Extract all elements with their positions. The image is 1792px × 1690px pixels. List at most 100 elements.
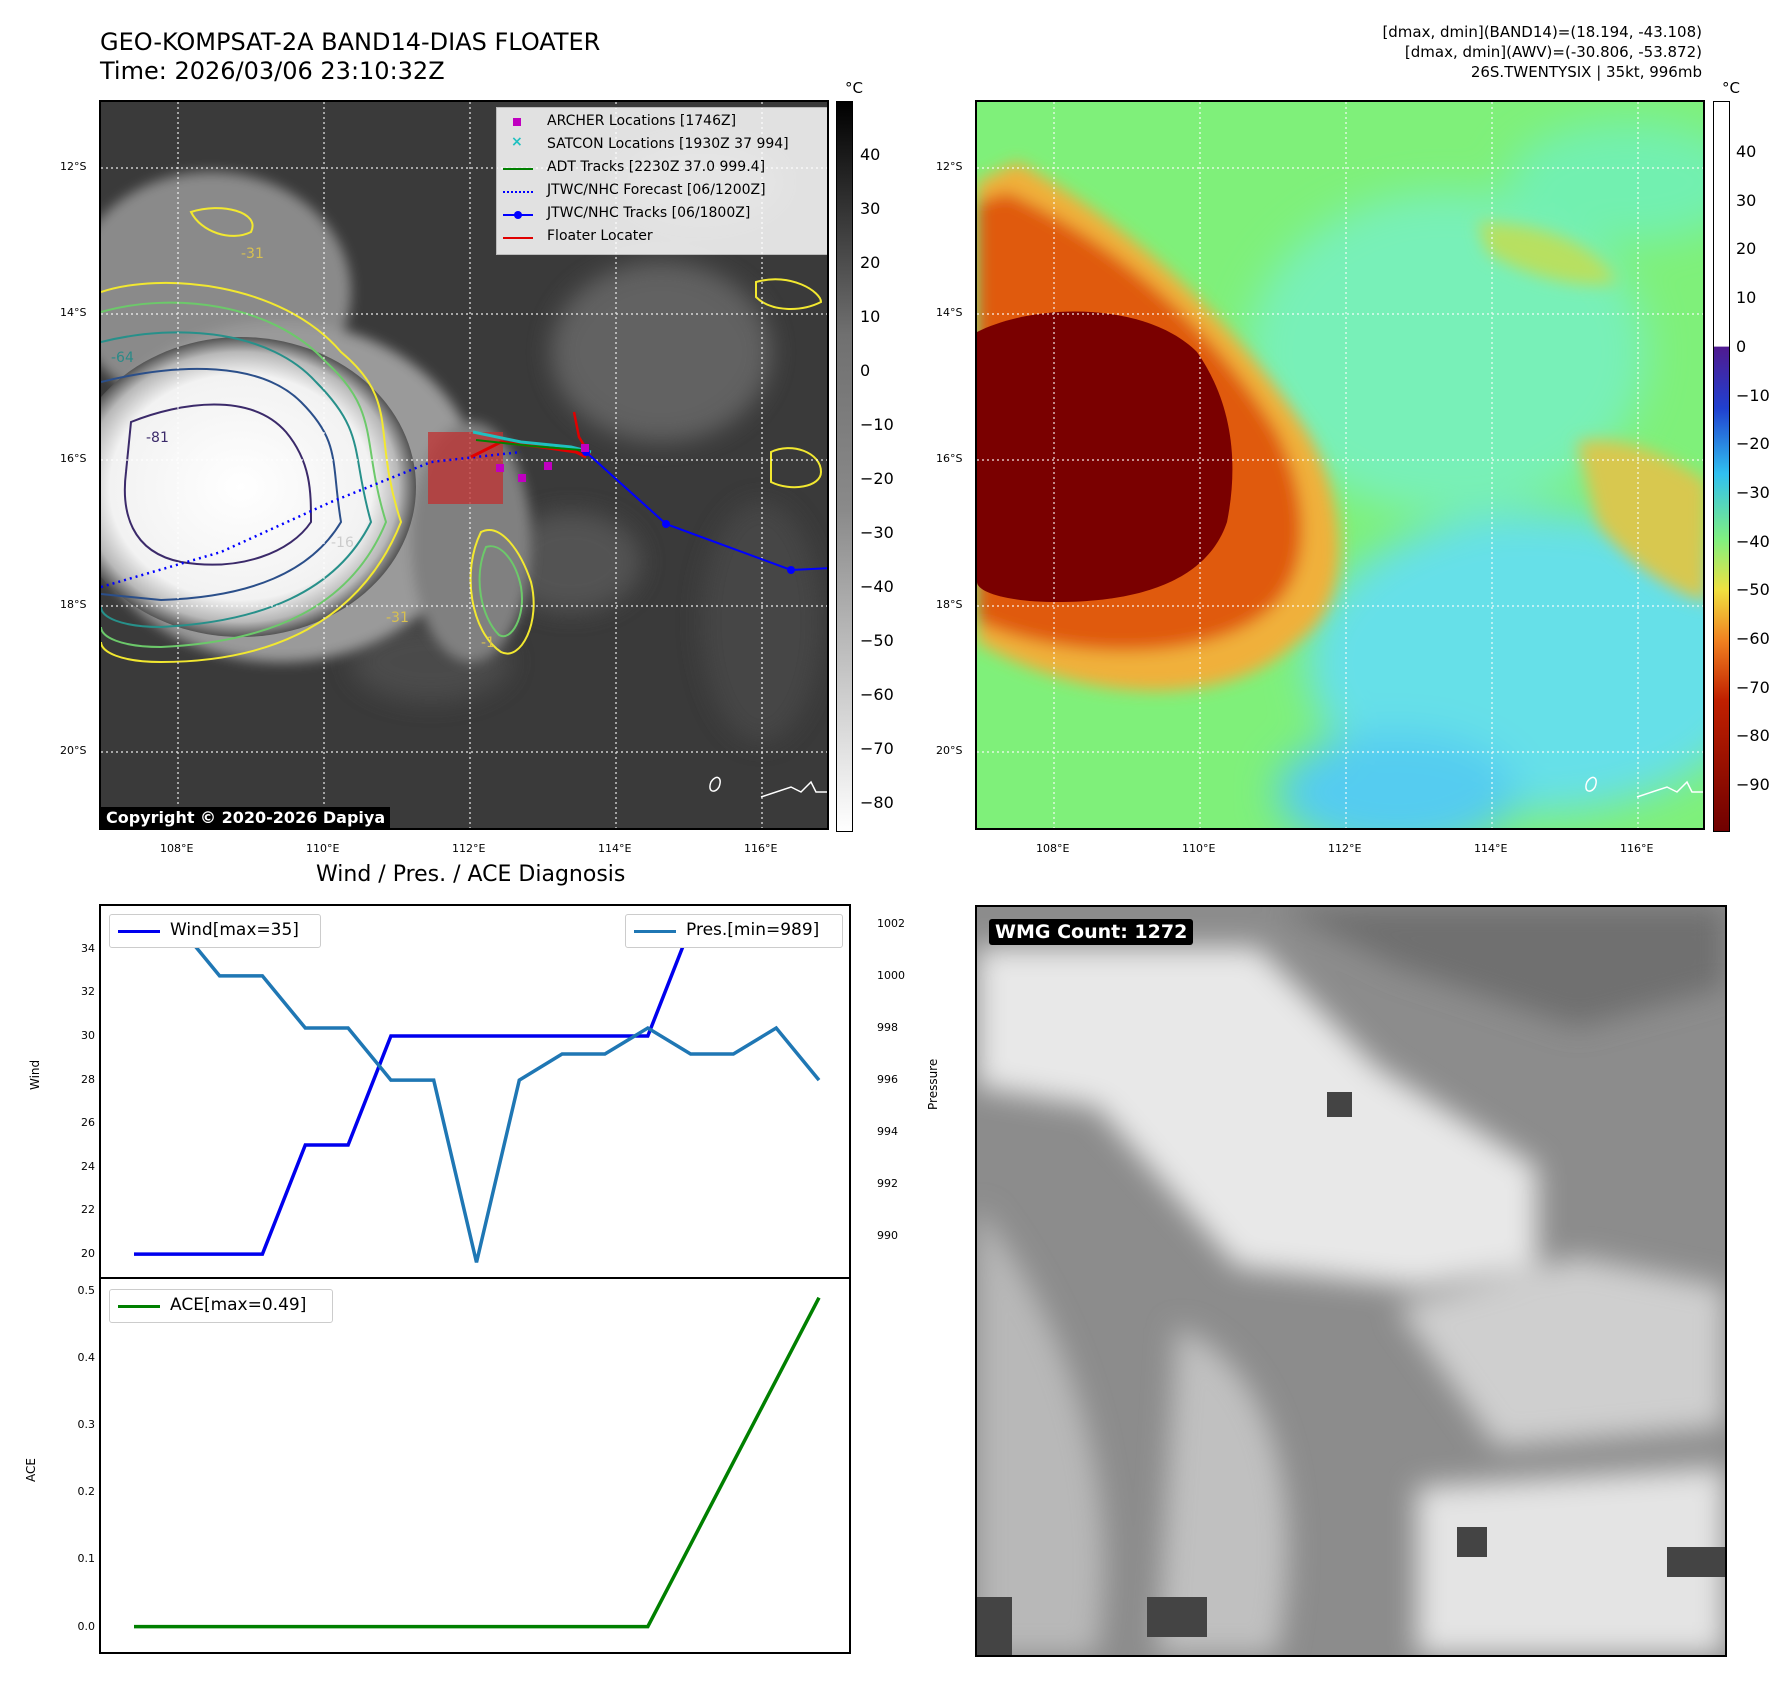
legend-label-tracks: JTWC/NHC Tracks [06/1800Z]: [547, 205, 751, 221]
copyright-badge: Copyright © 2020-2026 Dapiya: [101, 807, 391, 828]
lat-label-20s: 20°S: [60, 744, 87, 757]
x-marker-icon: ×: [511, 134, 523, 150]
y-tick-label: 0.4: [77, 1351, 96, 1365]
colorbar-tick-label: 30: [1736, 190, 1757, 210]
map-legend: ARCHER Locations [1746Z] × SATCON Locati…: [496, 107, 827, 255]
colorbar-left-unit: °C: [845, 79, 863, 97]
y-tick-label: 28: [81, 1072, 95, 1086]
ace-legend: ACE[max=0.49]: [109, 1289, 333, 1323]
colorbar-tick-label: −40: [1736, 531, 1770, 551]
colorbar-tick-label: −90: [1736, 775, 1770, 795]
line-marker-icon: [503, 168, 533, 170]
rlat-label-20s: 20°S: [936, 744, 963, 757]
ace-legend-line-icon: [118, 1305, 160, 1308]
square-marker-icon: [513, 118, 521, 126]
colorbar-tick-label: −80: [860, 793, 894, 812]
y-tick-label: 1002: [877, 916, 905, 930]
pres-legend-line-icon: [634, 930, 676, 933]
wind-legend-line-icon: [118, 930, 160, 933]
y-tick-label: 0.3: [77, 1418, 96, 1432]
contour-label-6: -1: [481, 635, 495, 651]
lon-label-114e: 114°E: [598, 842, 632, 855]
rlon-label-116e: 116°E: [1620, 842, 1654, 855]
colorbar-tick-label: −80: [1736, 726, 1770, 746]
info-line-2: [dmax, dmin](AWV)=(-30.806, -53.872): [1404, 43, 1702, 61]
pressure-series-line: [134, 922, 821, 1263]
pres-axis-label: Pressure: [926, 1058, 940, 1110]
y-tick-label: 20: [81, 1247, 95, 1261]
legend-label-archer: ARCHER Locations [1746Z]: [547, 113, 737, 129]
y-tick-label: 34: [81, 941, 95, 955]
y-tick-label: 32: [81, 985, 95, 999]
colorbar-tick-label: 0: [1736, 336, 1747, 356]
y-tick-label: 26: [81, 1116, 95, 1130]
lon-label-112e: 112°E: [452, 842, 486, 855]
colorbar-right-unit: °C: [1722, 79, 1740, 97]
rlon-label-112e: 112°E: [1328, 842, 1362, 855]
colorbar-tick-label: −30: [1736, 482, 1770, 502]
colorbar-tick-label: 10: [860, 307, 881, 326]
ir-map-panel: -31 -64 -81 -16 -31 -1: [99, 100, 829, 830]
rlat-label-16s: 16°S: [936, 452, 963, 465]
lon-label-116e: 116°E: [744, 842, 778, 855]
rlon-label-114e: 114°E: [1474, 842, 1508, 855]
ace-series-line: [134, 1296, 821, 1629]
contour-label-3: -81: [146, 430, 169, 446]
ace-plot: [134, 1296, 821, 1629]
colorbar-tick-label: −20: [1736, 434, 1770, 454]
pres-legend-label: Pres.[min=989]: [686, 920, 820, 940]
diagnosis-title: Wind / Pres. / ACE Diagnosis: [316, 862, 626, 887]
colorbar-tick-label: −60: [1736, 629, 1770, 648]
rlat-label-14s: 14°S: [936, 306, 963, 319]
colorbar-tick-label: −10: [1736, 385, 1770, 405]
wind-axis-label: Wind: [28, 1059, 42, 1090]
colorbar-tick-label: 10: [1736, 288, 1757, 308]
contour-label-2: -64: [111, 350, 134, 366]
y-tick-label: 30: [81, 1028, 95, 1042]
colorbar-tick-label: 40: [1736, 142, 1757, 161]
legend-label-adt: ADT Tracks [2230Z 37.0 999.4]: [547, 159, 766, 175]
colorbar-tick-label: −50: [1736, 580, 1770, 600]
legend-label-forecast: JTWC/NHC Forecast [06/1200Z]: [547, 182, 766, 198]
contour-label-5: -31: [386, 610, 409, 626]
y-tick-label: 0.1: [77, 1552, 96, 1566]
rlon-label-110e: 110°E: [1182, 842, 1216, 855]
y-tick-label: 1000: [877, 968, 905, 982]
wmg-panel: WMG Count: 1272: [975, 905, 1727, 1657]
info-line-3: 26S.TWENTYSIX | 35kt, 996mb: [1470, 63, 1702, 81]
wmg-count-badge: WMG Count: 1272: [989, 919, 1194, 945]
info-line-1: [dmax, dmin](BAND14)=(18.194, -43.108): [1382, 23, 1702, 41]
legend-label-floater: Floater Locater: [547, 228, 653, 244]
dmax-info: [dmax, dmin](BAND14)=(18.194, -43.108) […: [1382, 22, 1702, 82]
colorbar-tick-label: −20: [860, 469, 894, 488]
colorbar-tick-label: −70: [1736, 677, 1770, 697]
lon-label-110e: 110°E: [306, 842, 340, 855]
colorbar-tick-label: −40: [860, 577, 894, 596]
wind-legend-label: Wind[max=35]: [170, 920, 299, 940]
y-tick-label: 996: [877, 1073, 898, 1087]
colorbar-tick-label: 40: [860, 145, 881, 164]
y-tick-label: 0.2: [77, 1485, 96, 1499]
lat-label-18s: 18°S: [60, 598, 87, 611]
y-tick-label: 998: [877, 1020, 898, 1034]
colorbar-tick-label: −30: [860, 523, 894, 542]
contour-label-1: -31: [241, 246, 264, 262]
wind-pres-panel: Wind[max=35] Pres.[min=989]: [99, 904, 851, 1279]
y-tick-label: 992: [877, 1177, 898, 1191]
wind-legend: Wind[max=35]: [109, 914, 321, 948]
y-tick-label: 0.5: [77, 1284, 96, 1297]
ace-axis-label: ACE: [24, 1458, 38, 1482]
rlat-label-18s: 18°S: [936, 598, 963, 611]
y-tick-label: 0.0: [77, 1619, 96, 1633]
lon-label-108e: 108°E: [160, 842, 194, 855]
title-line-2: Time: 2026/03/06 23:10:32Z: [100, 57, 445, 85]
colorbar-tick-label: −60: [860, 685, 894, 704]
title-line-1: GEO-KOMPSAT-2A BAND14-DIAS FLOATER: [100, 28, 601, 56]
y-tick-label: 990: [877, 1229, 898, 1243]
colorbar-tick-label: 0: [860, 361, 871, 380]
dotted-line-icon: [503, 191, 533, 193]
awv-map-image: [977, 102, 1703, 828]
colorbar-tick-label: −50: [860, 631, 894, 650]
colorbar-right: [1713, 101, 1730, 832]
ace-legend-label: ACE[max=0.49]: [170, 1295, 307, 1315]
